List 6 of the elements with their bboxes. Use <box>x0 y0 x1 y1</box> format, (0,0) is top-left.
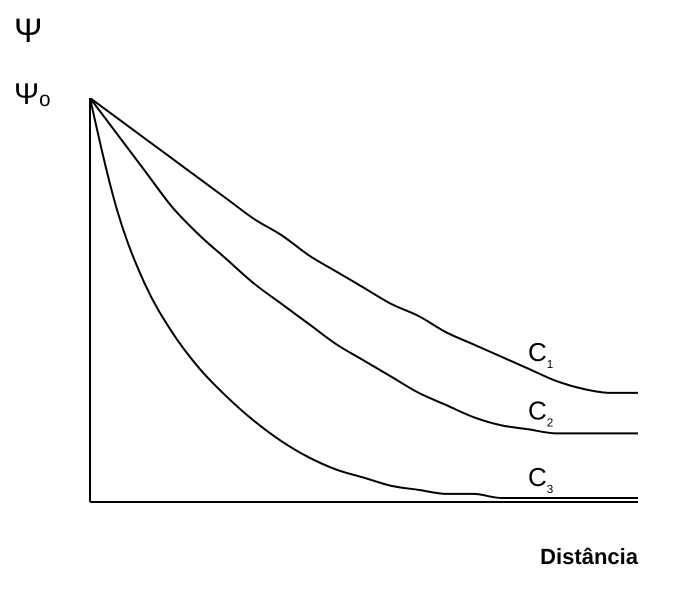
series-label: C$_{2}$ <box>528 395 554 429</box>
series-label: C$_{1}$ <box>528 336 554 370</box>
x-axis-title: Distância <box>540 544 639 569</box>
text: Ψₒ <box>14 78 50 112</box>
series-label: C$_{3}$ <box>528 462 554 496</box>
y-axis-title: Ψ <box>14 12 42 51</box>
